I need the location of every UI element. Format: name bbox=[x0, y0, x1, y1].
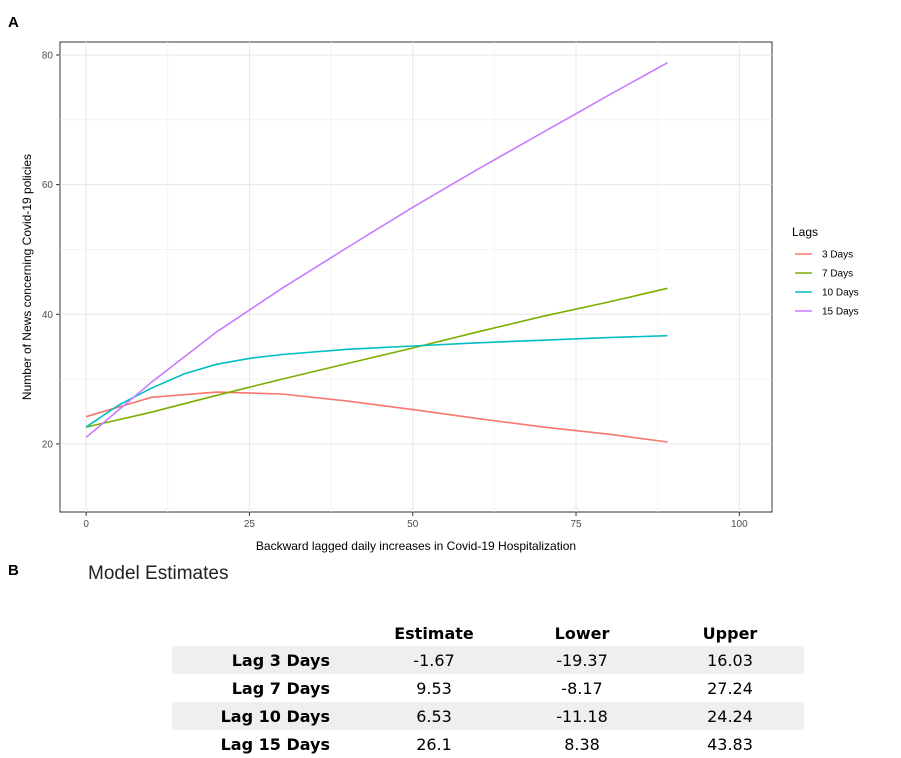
y-tick-label: 40 bbox=[42, 310, 54, 321]
cell-lower: 8.38 bbox=[564, 734, 600, 754]
x-tick-label: 50 bbox=[407, 519, 419, 530]
cell-lower: -19.37 bbox=[508, 646, 656, 674]
cell-upper: 43.83 bbox=[707, 734, 753, 754]
row-label: Lag 7 Days bbox=[231, 678, 330, 698]
series-line-3 bbox=[85, 334, 668, 428]
row-label: Lag 15 Days bbox=[220, 734, 330, 754]
grid-lines bbox=[60, 42, 772, 512]
series-line-1 bbox=[85, 391, 668, 443]
cell-upper: 24.24 bbox=[656, 702, 804, 730]
table-row: Lag 15 Days 26.1 8.38 43.83 bbox=[172, 730, 804, 758]
legend-title: Lags bbox=[792, 225, 818, 239]
legend: Lags 3 Days 7 Days 10 Days 15 Days bbox=[792, 225, 859, 318]
cell-estimate: -1.67 bbox=[360, 646, 508, 674]
series-line-4 bbox=[85, 61, 668, 439]
cell-estimate: 9.53 bbox=[416, 678, 452, 698]
model-estimates-table: Estimate Lower Upper Lag 3 Days -1.67 -1… bbox=[172, 620, 804, 758]
row-label: Lag 3 Days bbox=[172, 646, 360, 674]
legend-label-1: 3 Days bbox=[822, 250, 853, 261]
header-blank bbox=[172, 620, 360, 646]
panel-b-label: B bbox=[8, 562, 19, 579]
header-lower: Lower bbox=[554, 623, 610, 643]
cell-upper: 16.03 bbox=[656, 646, 804, 674]
legend-label-3: 10 Days bbox=[822, 288, 859, 299]
line-chart: 0 25 50 75 100 20 40 60 80 Backward lagged daily… bbox=[20, 41, 859, 553]
series-line-2 bbox=[85, 287, 668, 428]
cell-estimate: 26.1 bbox=[416, 734, 452, 754]
header-upper: Upper bbox=[702, 623, 758, 643]
x-tick-label: 25 bbox=[244, 519, 256, 530]
table-header-row: Estimate Lower Upper bbox=[172, 620, 804, 646]
table-row: Lag 3 Days -1.67 -19.37 16.03 bbox=[172, 646, 804, 674]
table-row: Lag 10 Days 6.53 -11.18 24.24 bbox=[172, 702, 804, 730]
y-tick-label: 20 bbox=[42, 439, 54, 450]
x-tick-label: 100 bbox=[731, 519, 748, 530]
panel-a-label: A bbox=[8, 14, 19, 31]
row-label: Lag 10 Days bbox=[172, 702, 360, 730]
table-title: Model Estimates bbox=[88, 563, 229, 584]
cell-lower: -11.18 bbox=[508, 702, 656, 730]
cell-lower: -8.17 bbox=[561, 678, 603, 698]
x-axis-title: Backward lagged daily increases in Covid… bbox=[256, 539, 576, 553]
plot-panel-border bbox=[59, 41, 773, 513]
x-tick-label: 75 bbox=[570, 519, 582, 530]
cell-estimate: 6.53 bbox=[360, 702, 508, 730]
cell-upper: 27.24 bbox=[707, 678, 753, 698]
legend-label-2: 7 Days bbox=[822, 269, 853, 280]
legend-label-4: 15 Days bbox=[822, 307, 859, 318]
header-estimate: Estimate bbox=[394, 623, 474, 643]
x-tick-label: 0 bbox=[83, 519, 89, 530]
y-axis-title: Number of News concerning Covid-19 polic… bbox=[20, 154, 34, 400]
series-lines bbox=[85, 61, 668, 443]
axis-ticks: 0 25 50 75 100 20 40 60 80 bbox=[42, 50, 748, 530]
y-tick-label: 60 bbox=[42, 180, 54, 191]
table-row: Lag 7 Days 9.53 -8.17 27.24 bbox=[172, 674, 804, 702]
y-tick-label: 80 bbox=[42, 50, 54, 61]
